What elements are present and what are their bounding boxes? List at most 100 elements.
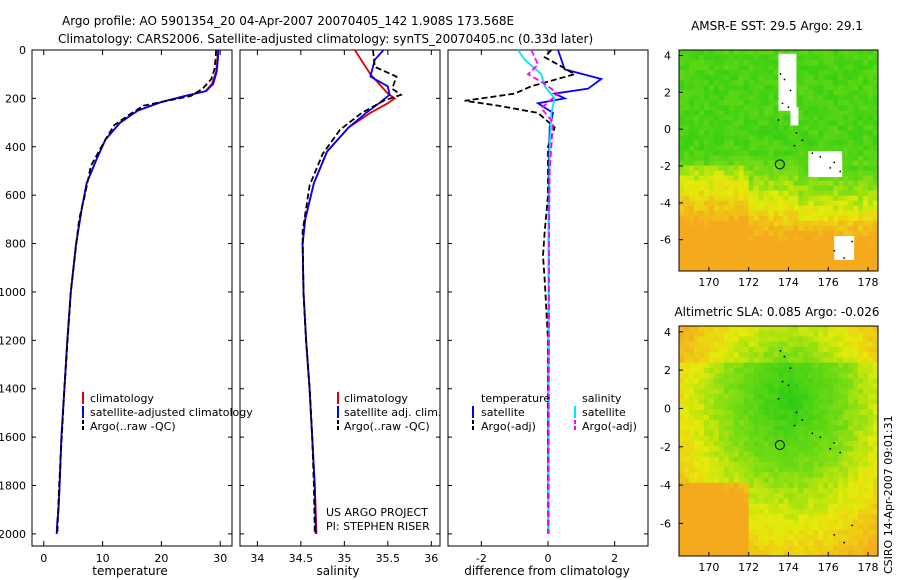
map-cell [728,383,735,390]
map-cell [708,245,715,252]
map-cell [758,240,764,247]
map-cell [683,472,690,478]
map-cell [703,493,710,499]
map-cell [738,456,745,463]
map-cell [843,488,849,494]
map-cell [763,425,769,431]
map-cell [803,508,809,515]
map-cell [873,240,879,247]
map-cell [688,524,695,531]
map-cell [768,378,774,384]
map-cell [768,435,774,442]
map-cell [679,383,685,390]
map-cell [758,205,764,212]
map-cell [683,404,690,411]
map-cell [808,367,814,374]
map-cell [793,441,799,447]
map-cell [853,357,859,363]
map-cell [858,446,864,452]
map-cell [763,225,769,232]
map-cell [858,235,864,242]
map-cell [783,524,789,531]
map-cell [863,55,869,61]
map-cell [858,524,864,531]
map-cell [748,160,755,166]
map-cell [773,235,779,242]
map-cell [788,220,794,227]
map-cell [873,414,879,421]
map-cell [748,477,755,484]
map-cell [783,120,789,126]
map-cell [693,488,700,494]
map-cell [728,110,735,116]
map-cell [838,125,844,131]
map-cell [723,331,730,337]
map-cell [683,95,690,101]
map-cell [743,145,750,151]
map-cell [703,205,710,212]
map-cell [693,225,700,232]
map-cell [733,388,740,395]
map-cell [798,488,804,494]
map-cell [703,180,710,187]
map-cell [868,378,874,384]
map-cell [863,456,869,463]
map-cell [698,362,705,369]
map-cell [843,265,849,272]
map-cell [703,160,710,166]
map-cell [853,165,859,171]
map-cell [723,352,730,358]
map-cell [868,477,874,484]
map-cell [823,85,829,91]
map-cell [768,451,774,458]
map-cell [743,165,750,171]
map-cell [848,185,854,192]
map-cell [688,175,695,181]
map-cell [753,200,760,207]
map-cell [843,430,849,437]
map-cell [733,75,740,81]
map-cell [803,65,809,71]
map-cell [748,225,755,232]
y-tick-label: 200 [5,92,26,105]
map-cell [768,165,774,171]
map-cell [818,409,824,416]
map-cell [848,352,854,358]
map-cell [688,498,695,505]
map-cell [713,399,720,405]
map-cell [823,435,829,442]
map-cell [858,90,864,96]
map-cell [833,550,839,557]
map-cell [813,503,819,510]
map-cell [758,125,764,131]
map-cell [758,225,764,232]
map-cell [718,472,725,478]
map-cell [813,75,819,81]
island-dot [793,424,796,427]
map-cell [773,230,779,237]
map-cell [728,388,735,395]
map-cell [783,503,789,510]
map-cell [683,540,690,546]
map-cell [868,160,874,166]
map-cell [708,477,715,484]
map-cell [728,95,735,101]
map-cell [698,524,705,531]
map-cell [833,524,839,531]
map-cell [783,482,789,489]
map-cell [838,393,844,400]
map-cell [758,175,764,181]
map-cell [853,545,859,552]
map-cell [803,185,809,192]
map-cell [683,225,690,232]
map-cell [793,472,799,478]
map-cell [783,240,789,247]
map-cell [788,393,794,400]
map-cell [679,135,685,141]
map-cell [743,451,750,458]
map-cell [798,145,804,151]
map-cell [713,461,720,468]
map-cell [873,336,879,343]
map-cell [748,393,755,400]
